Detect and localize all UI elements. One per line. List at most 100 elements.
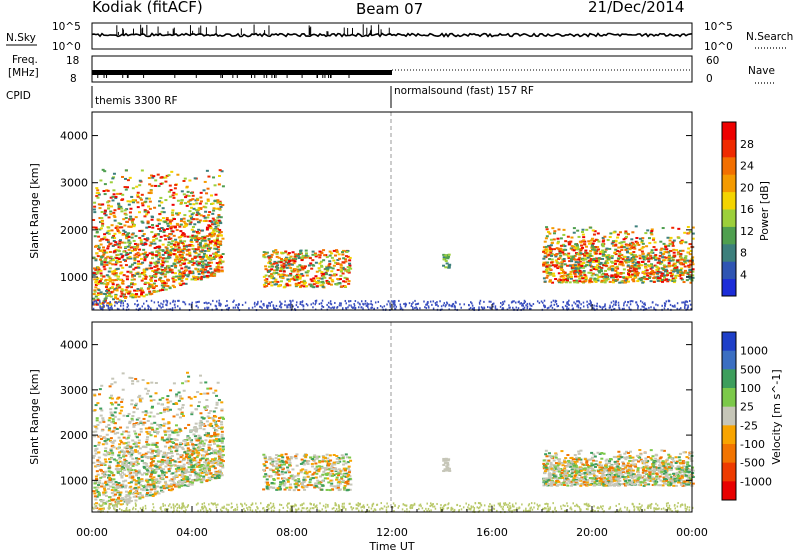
scatter-cell [276, 264, 279, 266]
ground-cell [340, 302, 342, 304]
scatter-cell [156, 225, 159, 227]
scatter-cell [553, 238, 556, 240]
scatter-cell [145, 431, 148, 433]
scatter-cell [317, 254, 320, 256]
scatter-cell [146, 489, 149, 491]
ground-cell [160, 303, 162, 305]
scatter-cell [264, 256, 267, 258]
scatter-cell [151, 251, 154, 253]
ground-cell [216, 300, 218, 302]
scatter-cell [624, 249, 627, 251]
scatter-cell [131, 383, 134, 385]
freq-tick-top: 18 [66, 55, 79, 67]
scatter-cell [443, 258, 446, 260]
scatter-cell [117, 497, 120, 499]
scatter-cell [181, 255, 184, 257]
scatter-cell [136, 273, 139, 275]
scatter-cell [97, 267, 100, 269]
scatter-cell [111, 237, 114, 239]
scatter-cell [143, 462, 146, 464]
scatter-cell [195, 438, 198, 440]
scatter-cell [154, 247, 157, 249]
ground-cell [323, 306, 325, 308]
ground-cell [522, 308, 524, 310]
scatter-cell [202, 476, 205, 478]
scatter-cell [270, 268, 273, 270]
scatter-cell [158, 475, 161, 477]
scatter-cell [112, 212, 115, 214]
scatter-cell [644, 263, 647, 265]
scatter-cell [144, 211, 147, 213]
scatter-cell [113, 270, 116, 272]
scatter-cell [103, 236, 106, 238]
scatter-cell [650, 233, 653, 235]
freq-label-2: [MHz] [8, 67, 39, 79]
scatter-cell [593, 278, 596, 280]
scatter-cell [611, 255, 614, 257]
scatter-cell [565, 254, 568, 256]
scatter-cell [680, 257, 683, 259]
scatter-cell [191, 479, 194, 481]
scatter-cell [681, 241, 684, 243]
scatter-cell [595, 267, 598, 269]
scatter-cell [632, 256, 635, 258]
scatter-cell [566, 265, 569, 267]
ground-cell [310, 303, 312, 305]
scatter-cell [167, 174, 170, 176]
scatter-cell [651, 267, 654, 269]
ground-cell [547, 307, 549, 309]
scatter-cell [679, 253, 682, 255]
scatter-cell [101, 417, 104, 419]
scatter-cell [682, 263, 685, 265]
scatter-cell [93, 257, 96, 259]
scatter-cell [189, 272, 192, 274]
scatter-cell [134, 249, 137, 251]
ground-cell [425, 304, 427, 306]
scatter-cell [150, 267, 153, 269]
ground-cell [229, 307, 231, 309]
scatter-cell [562, 277, 565, 279]
scatter-cell [178, 400, 181, 402]
scatter-cell [149, 208, 152, 210]
scatter-cell [209, 268, 212, 270]
scatter-cell [182, 415, 185, 417]
scatter-cell [114, 411, 117, 413]
scatter-cell [172, 230, 175, 232]
scatter-cell [684, 270, 687, 272]
scatter-cell [296, 266, 299, 268]
scatter-cell [592, 243, 595, 245]
scatter-cell [156, 486, 159, 488]
scatter-cell [122, 234, 125, 236]
ground-cell [111, 305, 113, 307]
scatter-cell [157, 262, 160, 264]
scatter-cell [264, 265, 267, 267]
scatter-cell [161, 437, 164, 439]
scatter-cell [162, 244, 165, 246]
scatter-cell [175, 212, 178, 214]
scatter-cell [178, 226, 181, 228]
scatter-cell [620, 261, 623, 263]
ground-cell [174, 304, 176, 306]
ground-cell [637, 307, 639, 309]
scatter-cell [103, 190, 106, 192]
scatter-cell [163, 423, 166, 425]
ground-cell [541, 300, 543, 302]
ground-cell [500, 306, 502, 308]
scatter-cell [125, 491, 128, 493]
scatter-cell [683, 261, 686, 263]
ground-cell [375, 301, 377, 303]
scatter-cell [128, 241, 131, 243]
ground-cell [254, 305, 256, 307]
scatter-cell [216, 237, 219, 239]
ground-cell [93, 301, 95, 303]
ground-cell [563, 301, 565, 303]
scatter-cell [220, 464, 223, 466]
scatter-cell [122, 230, 125, 232]
scatter-cell [172, 276, 175, 278]
scatter-cell [648, 242, 651, 244]
ground-cell [182, 301, 184, 303]
scatter-cell [129, 486, 132, 488]
scatter-cell [94, 291, 97, 293]
scatter-cell [95, 280, 98, 282]
scatter-cell [216, 402, 219, 404]
